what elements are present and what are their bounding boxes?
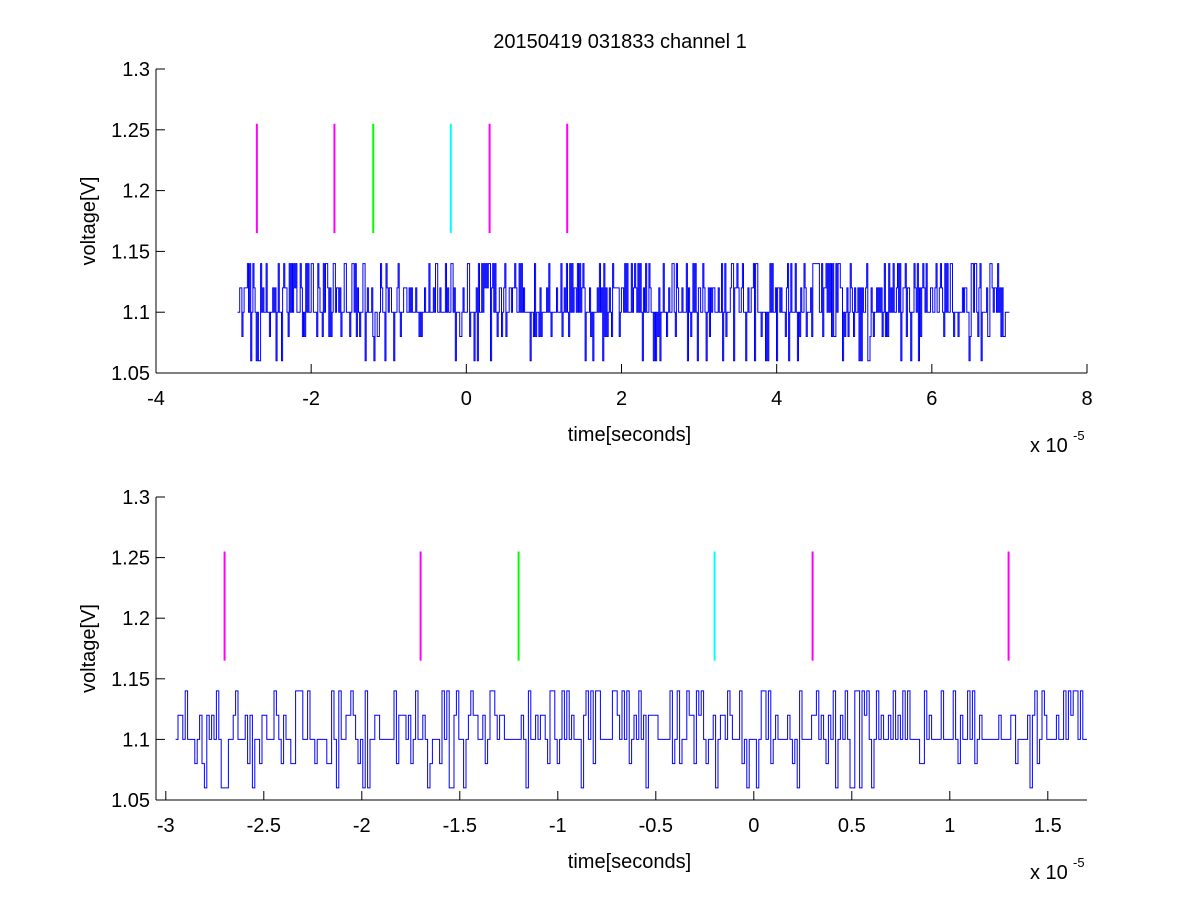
- x-tick-label: 1.5: [1034, 815, 1062, 837]
- y-axis-label: voltage[V]: [78, 177, 100, 266]
- y-tick-label: 1.2: [122, 181, 150, 203]
- figure-title: 20150419 031833 channel 1: [493, 31, 747, 53]
- x-tick-label: 0: [461, 388, 472, 410]
- y-tick-label: 1.25: [111, 548, 150, 570]
- x-exponent-label: x 10: [1030, 435, 1068, 457]
- y-tick-label: 1.15: [111, 241, 150, 263]
- y-tick-label: 1.05: [111, 363, 150, 385]
- y-tick-label: 1.15: [111, 669, 150, 691]
- y-tick-label: 1.05: [111, 790, 150, 812]
- x-tick-label: 2: [616, 388, 627, 410]
- x-exponent-power: -5: [1073, 855, 1085, 870]
- x-exponent-label: x 10: [1030, 862, 1068, 884]
- x-axis-label: time[seconds]: [568, 424, 691, 446]
- x-tick-label: -0.5: [639, 815, 673, 837]
- signal-trace: [175, 690, 1087, 789]
- plot-bottom: -3 -2.5 -2 -1.5 -1 -0.5 0 0.5 1 1.5 1.05 1.1 1.15 1.2…: [78, 487, 1087, 884]
- x-tick-label: -2: [353, 815, 371, 837]
- y-tick-label: 1.2: [122, 608, 150, 630]
- x-exponent-power: -5: [1073, 428, 1085, 443]
- y-tick-label: 1.1: [122, 729, 150, 751]
- x-tick-label: 8: [1081, 388, 1092, 410]
- x-tick-label: -4: [147, 388, 165, 410]
- x-tick-label: -1.5: [443, 815, 477, 837]
- x-tick-label: -2.5: [247, 815, 281, 837]
- x-tick-label: -2: [302, 388, 320, 410]
- y-tick-label: 1.3: [122, 487, 150, 509]
- plot-top: -4 -2 0 2 4 6 8 1.05 1.1 1.15 1.2 1.25 1.3 time[secon…: [78, 59, 1093, 457]
- y-tick-label: 1.3: [122, 59, 150, 81]
- y-tick-label: 1.25: [111, 120, 150, 142]
- x-tick-label: 6: [926, 388, 937, 410]
- x-tick-label: 4: [771, 388, 782, 410]
- x-tick-label: 0.5: [838, 815, 866, 837]
- signal-trace: [237, 263, 1010, 362]
- y-axis-label: voltage[V]: [78, 604, 100, 693]
- x-axis-label: time[seconds]: [568, 851, 691, 873]
- y-tick-label: 1.1: [122, 302, 150, 324]
- x-tick-label: 0: [748, 815, 759, 837]
- x-tick-label: 1: [944, 815, 955, 837]
- x-tick-label: -3: [157, 815, 175, 837]
- x-tick-label: -1: [549, 815, 567, 837]
